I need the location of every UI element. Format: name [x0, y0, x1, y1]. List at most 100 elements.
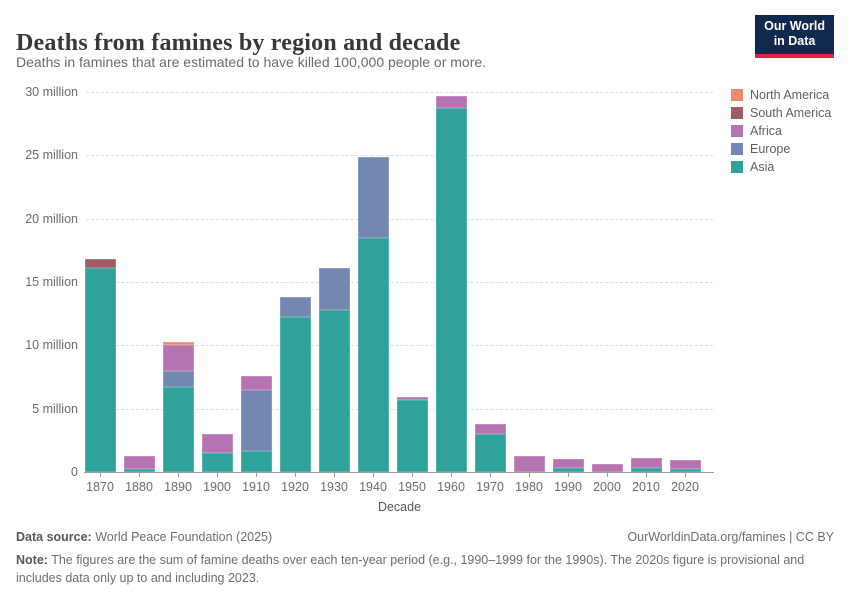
- legend-label: North America: [750, 87, 830, 102]
- bar-segment-europe: [357, 156, 389, 238]
- x-axis-title: Decade: [377, 500, 422, 514]
- x-tick-label: 1960: [437, 480, 465, 494]
- legend-item-asia: Asia: [731, 159, 831, 174]
- bar-segment-europe: [162, 371, 194, 388]
- data-source-line: Data source: World Peace Foundation (202…: [16, 530, 272, 544]
- bar-segment-asia: [201, 453, 233, 472]
- x-tick: [138, 473, 140, 477]
- bar-segment-europe: [318, 268, 350, 310]
- gridline: [86, 92, 713, 93]
- bar-segment-europe: [240, 389, 272, 452]
- y-tick-label: 0: [71, 465, 78, 479]
- y-tick-label: 15 million: [25, 275, 78, 289]
- bar-segment-asia: [630, 467, 662, 472]
- x-tick: [294, 473, 296, 477]
- x-tick: [489, 473, 491, 477]
- bar-segment-asia: [396, 399, 428, 472]
- x-tick-label: 1910: [242, 480, 270, 494]
- bar-segment-europe: [279, 297, 311, 318]
- x-tick-label: 1970: [476, 480, 504, 494]
- legend-label: Asia: [750, 159, 775, 174]
- bar-segment-asia: [240, 451, 272, 472]
- x-tick-label: 2020: [671, 480, 699, 494]
- x-tick-label: 1880: [125, 480, 153, 494]
- x-axis-line: [84, 472, 714, 473]
- x-tick-label: 1920: [281, 480, 309, 494]
- x-tick: [450, 473, 452, 477]
- bar-segment-asia: [84, 268, 116, 472]
- legend-item-south-america: South America: [731, 105, 832, 120]
- legend-label: Africa: [750, 123, 782, 138]
- y-tick-label: 30 million: [25, 85, 78, 99]
- x-tick: [567, 473, 569, 477]
- x-tick-label: 2010: [632, 480, 660, 494]
- bar-segment-africa: [591, 463, 623, 472]
- x-tick-label: 1890: [164, 480, 192, 494]
- legend-swatch: [731, 124, 743, 137]
- x-tick-label: 1940: [359, 480, 387, 494]
- bar-segment-africa: [630, 458, 662, 468]
- bar-segment-south-america: [84, 258, 116, 269]
- bar-segment-africa: [552, 459, 584, 468]
- gridline: [86, 218, 713, 220]
- bar-segment-africa: [513, 455, 545, 472]
- gridline: [86, 282, 713, 283]
- bar-segment-asia: [123, 469, 155, 472]
- bar-segment-africa: [669, 459, 701, 470]
- footer-row: Data source: World Peace Foundation (202…: [16, 530, 834, 544]
- owid-logo-line2: in Data: [773, 34, 816, 49]
- note-label: Note:: [16, 553, 48, 567]
- x-tick-label: 1930: [320, 480, 348, 494]
- x-tick-label: 1870: [86, 480, 114, 494]
- x-tick: [372, 473, 374, 477]
- bar-segment-africa: [201, 434, 233, 453]
- note-text: The figures are the sum of famine deaths…: [16, 553, 805, 585]
- x-tick-label: 1950: [398, 480, 426, 494]
- gridline: [86, 155, 713, 157]
- data-source-label: Data source:: [16, 530, 92, 544]
- x-tick: [99, 473, 101, 477]
- bar-segment-asia: [552, 467, 584, 472]
- legend-swatch: [731, 106, 743, 119]
- footer-note: Note: The figures are the sum of famine …: [16, 552, 834, 587]
- x-tick-label: 2000: [593, 480, 621, 494]
- legend-swatch: [731, 142, 743, 155]
- x-tick: [255, 473, 257, 477]
- legend-label: Europe: [750, 141, 791, 156]
- x-tick: [606, 473, 608, 477]
- y-tick-label: 20 million: [25, 211, 78, 226]
- bar-segment-north-america: [162, 341, 194, 345]
- bar-segment-asia: [318, 309, 350, 472]
- y-tick-label: 5 million: [32, 401, 78, 416]
- data-source-value: World Peace Foundation (2025): [91, 530, 273, 544]
- bar-segment-asia: [279, 317, 311, 472]
- y-tick-label: 25 million: [25, 148, 78, 163]
- legend-label: South America: [750, 105, 832, 120]
- bar-segment-africa: [474, 423, 506, 434]
- bar-segment-asia: [435, 108, 467, 472]
- bar-segment-asia: [669, 469, 701, 472]
- bar-segment-asia: [474, 434, 506, 472]
- bar-segment-africa: [396, 397, 428, 400]
- legend-item-africa: Africa: [731, 123, 831, 138]
- bar-segment-asia: [357, 237, 389, 472]
- credit-link[interactable]: OurWorldinData.org/famines | CC BY: [627, 530, 834, 544]
- x-tick: [333, 473, 335, 477]
- owid-logo-line1: Our World: [764, 19, 825, 33]
- x-tick-label: 1980: [515, 480, 543, 494]
- owid-logo: Our World in Data: [755, 15, 834, 58]
- x-tick: [528, 473, 530, 477]
- x-tick: [411, 473, 413, 477]
- bar-segment-africa: [123, 455, 155, 470]
- legend-swatch: [731, 88, 743, 101]
- chart-subtitle: Deaths in famines that are estimated to …: [16, 54, 487, 70]
- x-tick: [177, 473, 179, 477]
- x-tick: [684, 473, 686, 477]
- x-tick: [645, 473, 647, 477]
- legend-item-europe: Europe: [731, 141, 831, 156]
- page-title: Deaths from famines by region and decade: [16, 30, 461, 57]
- gridline: [86, 345, 713, 347]
- bar-segment-asia: [162, 387, 194, 472]
- legend: North America South America Africa Europe As…: [731, 87, 832, 174]
